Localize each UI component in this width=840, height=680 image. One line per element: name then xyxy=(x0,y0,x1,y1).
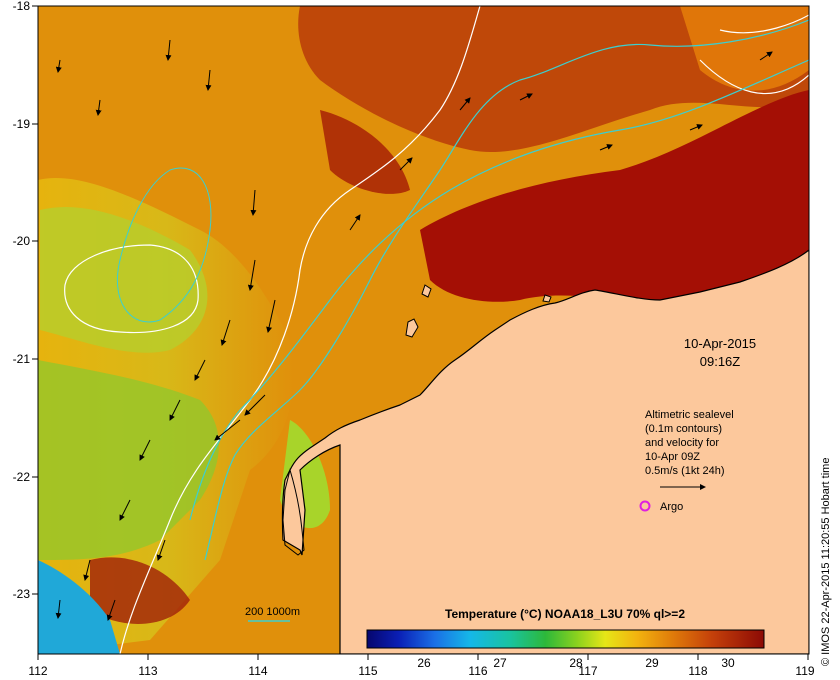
x-tick-119: 119 xyxy=(795,654,815,678)
x-tick-label: 113 xyxy=(138,664,157,678)
bathymetry-200m-contour xyxy=(189,59,809,521)
peninsula-outline xyxy=(282,468,305,556)
x-tick-label: 116 xyxy=(468,664,487,678)
velocity-arrows xyxy=(55,39,773,621)
bathymetry-eddy-contour xyxy=(64,244,199,334)
colorbar-tick: 30 xyxy=(721,656,735,670)
x-axis: 112 113 114 115 116 117 118 119 xyxy=(28,654,815,678)
velocity-arrow xyxy=(194,359,206,381)
bathymetry-1000m-contour xyxy=(119,6,481,654)
velocity-arrow xyxy=(139,439,151,461)
velocity-arrow xyxy=(599,144,613,151)
colorbar-tick: 29 xyxy=(645,656,659,670)
y-tick-label: -20 xyxy=(13,234,31,248)
x-tick-118: 118 xyxy=(688,654,708,678)
colorbar-title: Temperature (°C) NOAA18_L3U 70% ql>=2 xyxy=(445,607,685,621)
island xyxy=(542,294,552,303)
x-tick-116: 116 xyxy=(468,654,488,678)
velocity-arrow xyxy=(220,319,231,346)
velocity-arrow xyxy=(169,399,181,421)
altimetry-line: (0.1m contours) xyxy=(645,423,722,435)
bathymetry-ne-contour xyxy=(699,14,809,94)
velocity-arrow xyxy=(519,93,533,101)
y-tick-22: -22 xyxy=(13,470,38,484)
velocity-arrow xyxy=(250,189,257,216)
hot-patch-mid xyxy=(320,110,410,194)
date-label: 10-Apr-2015 xyxy=(684,336,756,351)
y-tick-21: -21 xyxy=(13,352,38,366)
credit-label: © IMOS 22-Apr-2015 11:20:55 Hobart time xyxy=(820,458,832,666)
island xyxy=(405,318,419,338)
map-plot-area xyxy=(38,6,809,654)
altimetry-line: 10-Apr 09Z xyxy=(645,451,700,463)
velocity-arrow xyxy=(55,599,62,619)
x-tick-115: 115 xyxy=(358,654,378,678)
velocity-arrow xyxy=(156,539,166,561)
velocity-arrow xyxy=(83,559,91,581)
hot-patch-southwest xyxy=(90,557,190,624)
velocity-arrow xyxy=(399,157,413,171)
y-tick-20: -20 xyxy=(13,234,38,248)
y-tick-label: -23 xyxy=(13,587,31,601)
x-tick-label: 119 xyxy=(795,664,814,678)
altimetry-line: and velocity for xyxy=(645,437,719,449)
y-tick-label: -18 xyxy=(13,0,31,13)
x-tick-label: 118 xyxy=(688,664,707,678)
velocity-arrow xyxy=(106,599,116,621)
cold-patch-southwest xyxy=(38,560,120,654)
colorbar-tick: 26 xyxy=(417,656,431,670)
plot-frame xyxy=(37,5,810,655)
argo-label: Argo xyxy=(660,501,683,513)
bathymetry-label: 200 1000m xyxy=(245,606,300,618)
velocity-arrow xyxy=(247,259,256,291)
argo-legend: Argo xyxy=(660,501,683,513)
altimetry-line: Altimetric sealevel xyxy=(645,409,734,421)
y-tick-label: -21 xyxy=(13,352,31,366)
x-tick-112: 112 xyxy=(28,654,48,678)
y-tick-18: -18 xyxy=(13,0,38,13)
x-tick-label: 114 xyxy=(248,664,267,678)
y-axis: -18 -19 -20 -21 -22 -23 xyxy=(13,0,38,601)
bathymetry-legend: 200 1000m xyxy=(245,606,300,622)
x-tick-113: 113 xyxy=(138,654,158,678)
ne-orange-patch xyxy=(680,6,809,91)
y-tick-label: -22 xyxy=(13,470,31,484)
x-tick-114: 114 xyxy=(248,654,268,678)
x-tick-label: 112 xyxy=(28,664,47,678)
altimetry-legend: Altimetric sealevel (0.1m contours) and … xyxy=(645,409,734,490)
velocity-arrow xyxy=(55,59,62,73)
velocity-arrow xyxy=(119,499,131,521)
colorbar-tick: 27 xyxy=(493,656,507,670)
colorbar-tick: 28 xyxy=(569,656,583,670)
velocity-arrow xyxy=(349,214,361,231)
cyan-eddy-contour xyxy=(116,167,212,323)
velocity-arrow xyxy=(95,99,102,116)
argo-marker xyxy=(639,500,651,512)
velocity-arrow xyxy=(759,51,773,61)
land-mass xyxy=(281,249,809,654)
hot-band-main xyxy=(420,90,809,302)
hot-band-north xyxy=(298,6,809,152)
x-tick-label: 117 xyxy=(578,664,597,678)
velocity-arrow xyxy=(689,124,703,131)
velocity-arrow xyxy=(459,97,471,111)
colorbar-gradient xyxy=(366,629,765,649)
y-tick-23: -23 xyxy=(13,587,38,601)
altimetry-line: 0.5m/s (1kt 24h) xyxy=(645,465,724,477)
velocity-arrow xyxy=(205,69,212,91)
velocity-arrow xyxy=(244,394,266,416)
time-label: 09:16Z xyxy=(700,354,741,369)
cyan-sea-level-contour xyxy=(204,19,809,561)
y-tick-label: -19 xyxy=(13,117,31,131)
colorbar: Temperature (°C) NOAA18_L3U 70% ql>=2 26… xyxy=(366,607,765,670)
y-tick-19: -19 xyxy=(13,117,38,131)
velocity-arrow xyxy=(214,419,241,441)
x-tick-117: 117 xyxy=(578,654,598,678)
x-tick-label: 115 xyxy=(358,664,377,678)
island xyxy=(421,284,432,298)
velocity-arrow xyxy=(266,299,276,333)
velocity-arrow xyxy=(165,39,172,61)
